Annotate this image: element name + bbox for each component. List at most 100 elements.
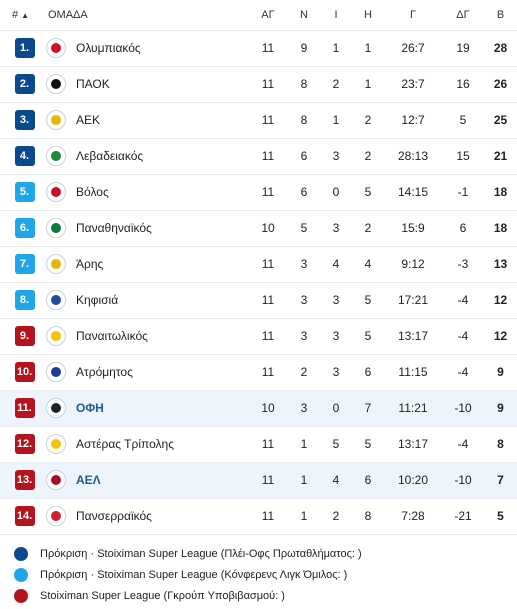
table-row[interactable]: 10. Ατρόμητος 11 2 3 6 11:15 -4 9	[0, 354, 517, 390]
team-cell[interactable]: Αστέρας Τρίπολης	[38, 426, 248, 462]
table-row[interactable]: 4. Λεβαδειακός 11 6 3 2 28:13 15 21	[0, 138, 517, 174]
wins-cell: 8	[300, 77, 308, 91]
team-name[interactable]: ΑΕΚ	[76, 113, 101, 127]
team-crest-icon	[46, 290, 66, 310]
team-cell[interactable]: Βόλος	[38, 174, 248, 210]
sort-asc-icon: ▲	[21, 10, 30, 20]
header-losses[interactable]: Η	[364, 8, 372, 21]
goal-diff-cell: 6	[459, 221, 467, 235]
team-cell[interactable]: Κηφισιά	[38, 282, 248, 318]
team-name[interactable]: Αστέρας Τρίπολης	[76, 437, 174, 451]
table-row[interactable]: 3. ΑΕΚ 11 8 1 2 12:7 5 25	[0, 102, 517, 138]
draws-cell: 3	[332, 293, 340, 307]
wins-cell: 1	[300, 509, 308, 524]
team-crest-icon	[46, 218, 66, 238]
played-cell: 11	[261, 41, 275, 55]
played-cell: 11	[261, 113, 275, 127]
table-row[interactable]: 12. Αστέρας Τρίπολης 11 1 5 5 13:17 -4 8	[0, 426, 517, 462]
team-cell[interactable]: Ολυμπιακός	[38, 30, 248, 66]
team-name[interactable]: ΟΦΗ	[76, 401, 104, 415]
header-played[interactable]: ΑΓ	[261, 8, 275, 21]
goals-cell: 11:21	[398, 401, 428, 415]
team-name[interactable]: Βόλος	[76, 185, 109, 199]
standings-table: # ▲ ΟΜΑΔΑ ΑΓ Ν Ι Η Γ ΔΓ Β 1. Ολυμπιακός 11 9…	[0, 0, 517, 534]
team-crest-icon	[46, 110, 66, 130]
team-name[interactable]: ΠΑΟΚ	[76, 77, 110, 91]
position-badge: 2.	[14, 74, 35, 94]
team-cell[interactable]: ΑΕΚ	[38, 102, 248, 138]
legend-item: Πρόκριση · Stoiximan Super League (Κόνφε…	[0, 564, 517, 585]
table-row[interactable]: 11. ΟΦΗ 10 3 0 7 11:21 -10 9	[0, 390, 517, 426]
position-cell: 5.	[0, 174, 38, 210]
team-name[interactable]: Κηφισιά	[76, 293, 119, 307]
played-cell: 11	[261, 473, 275, 487]
team-crest-icon	[46, 74, 66, 94]
position-badge: 10.	[14, 362, 35, 382]
sort-by-position-header[interactable]: # ▲	[0, 0, 38, 30]
team-cell[interactable]: ΠΑΟΚ	[38, 66, 248, 102]
wins-cell: 3	[300, 329, 308, 343]
goal-diff-cell: -3	[457, 257, 469, 271]
played-cell: 11	[261, 365, 275, 379]
header-team[interactable]: ΟΜΑΔΑ	[48, 8, 88, 21]
team-cell[interactable]: ΑΕΛ	[38, 462, 248, 498]
position-cell: 12.	[0, 426, 38, 462]
team-name[interactable]: Ολυμπιακός	[76, 41, 141, 55]
team-crest-icon	[46, 470, 66, 490]
position-cell: 2.	[0, 66, 38, 102]
table-row[interactable]: 14. Πανσερραϊκός 11 1 2 8 7:28 -21 5	[0, 498, 517, 534]
team-crest-icon	[46, 434, 66, 454]
draws-cell: 4	[332, 257, 340, 271]
team-name[interactable]: Ατρόμητος	[76, 365, 133, 379]
losses-cell: 7	[364, 401, 372, 415]
team-cell[interactable]: ΟΦΗ	[38, 390, 248, 426]
goal-diff-cell: -21	[454, 509, 472, 524]
table-row[interactable]: 2. ΠΑΟΚ 11 8 2 1 23:7 16 26	[0, 66, 517, 102]
table-row[interactable]: 5. Βόλος 11 6 0 5 14:15 -1 18	[0, 174, 517, 210]
table-row[interactable]: 13. ΑΕΛ 11 1 4 6 10:20 -10 7	[0, 462, 517, 498]
team-name[interactable]: Λεβαδειακός	[76, 149, 144, 163]
points-cell: 5	[497, 509, 504, 524]
team-crest-icon	[46, 182, 66, 202]
goal-diff-cell: 5	[459, 113, 467, 127]
draws-cell: 1	[332, 113, 340, 127]
team-cell[interactable]: Λεβαδειακός	[38, 138, 248, 174]
table-row[interactable]: 9. Παναιτωλικός 11 3 3 5 13:17 -4 12	[0, 318, 517, 354]
position-cell: 1.	[0, 30, 38, 66]
team-cell[interactable]: Ατρόμητος	[38, 354, 248, 390]
draws-cell: 1	[332, 41, 340, 55]
header-goal-diff[interactable]: ΔΓ	[456, 8, 470, 21]
legend-item: Πρόκριση · Stoiximan Super League (Πλέι-…	[0, 543, 517, 564]
table-row[interactable]: 1. Ολυμπιακός 11 9 1 1 26:7 19 28	[0, 30, 517, 66]
team-name[interactable]: ΑΕΛ	[76, 473, 101, 487]
draws-cell: 0	[332, 401, 340, 415]
draws-cell: 2	[332, 77, 340, 91]
header-points[interactable]: Β	[496, 8, 505, 21]
team-cell[interactable]: Άρης	[38, 246, 248, 282]
team-name[interactable]: Παναιτωλικός	[76, 329, 148, 343]
team-cell[interactable]: Πανσερραϊκός	[38, 498, 248, 534]
team-crest-icon	[46, 254, 66, 274]
losses-cell: 2	[364, 149, 372, 163]
played-cell: 11	[261, 77, 275, 91]
losses-cell: 5	[364, 329, 372, 343]
position-cell: 3.	[0, 102, 38, 138]
table-row[interactable]: 7. Άρης 11 3 4 4 9:12 -3 13	[0, 246, 517, 282]
position-cell: 10.	[0, 354, 38, 390]
points-cell: 12	[493, 293, 508, 307]
team-name[interactable]: Άρης	[76, 257, 104, 271]
table-row[interactable]: 8. Κηφισιά 11 3 3 5 17:21 -4 12	[0, 282, 517, 318]
table-row[interactable]: 6. Παναθηναϊκός 10 5 3 2 15:9 6 18	[0, 210, 517, 246]
played-cell: 11	[261, 437, 275, 451]
played-cell: 11	[261, 329, 275, 343]
header-goals[interactable]: Γ	[409, 8, 417, 21]
team-cell[interactable]: Παναθηναϊκός	[38, 210, 248, 246]
team-cell[interactable]: Παναιτωλικός	[38, 318, 248, 354]
position-cell: 14.	[0, 498, 38, 534]
losses-cell: 1	[364, 41, 372, 55]
team-name[interactable]: Πανσερραϊκός	[76, 509, 152, 524]
header-draws[interactable]: Ι	[334, 8, 338, 21]
header-wins[interactable]: Ν	[300, 8, 308, 21]
points-cell: 28	[493, 41, 508, 55]
team-name[interactable]: Παναθηναϊκός	[76, 221, 152, 235]
